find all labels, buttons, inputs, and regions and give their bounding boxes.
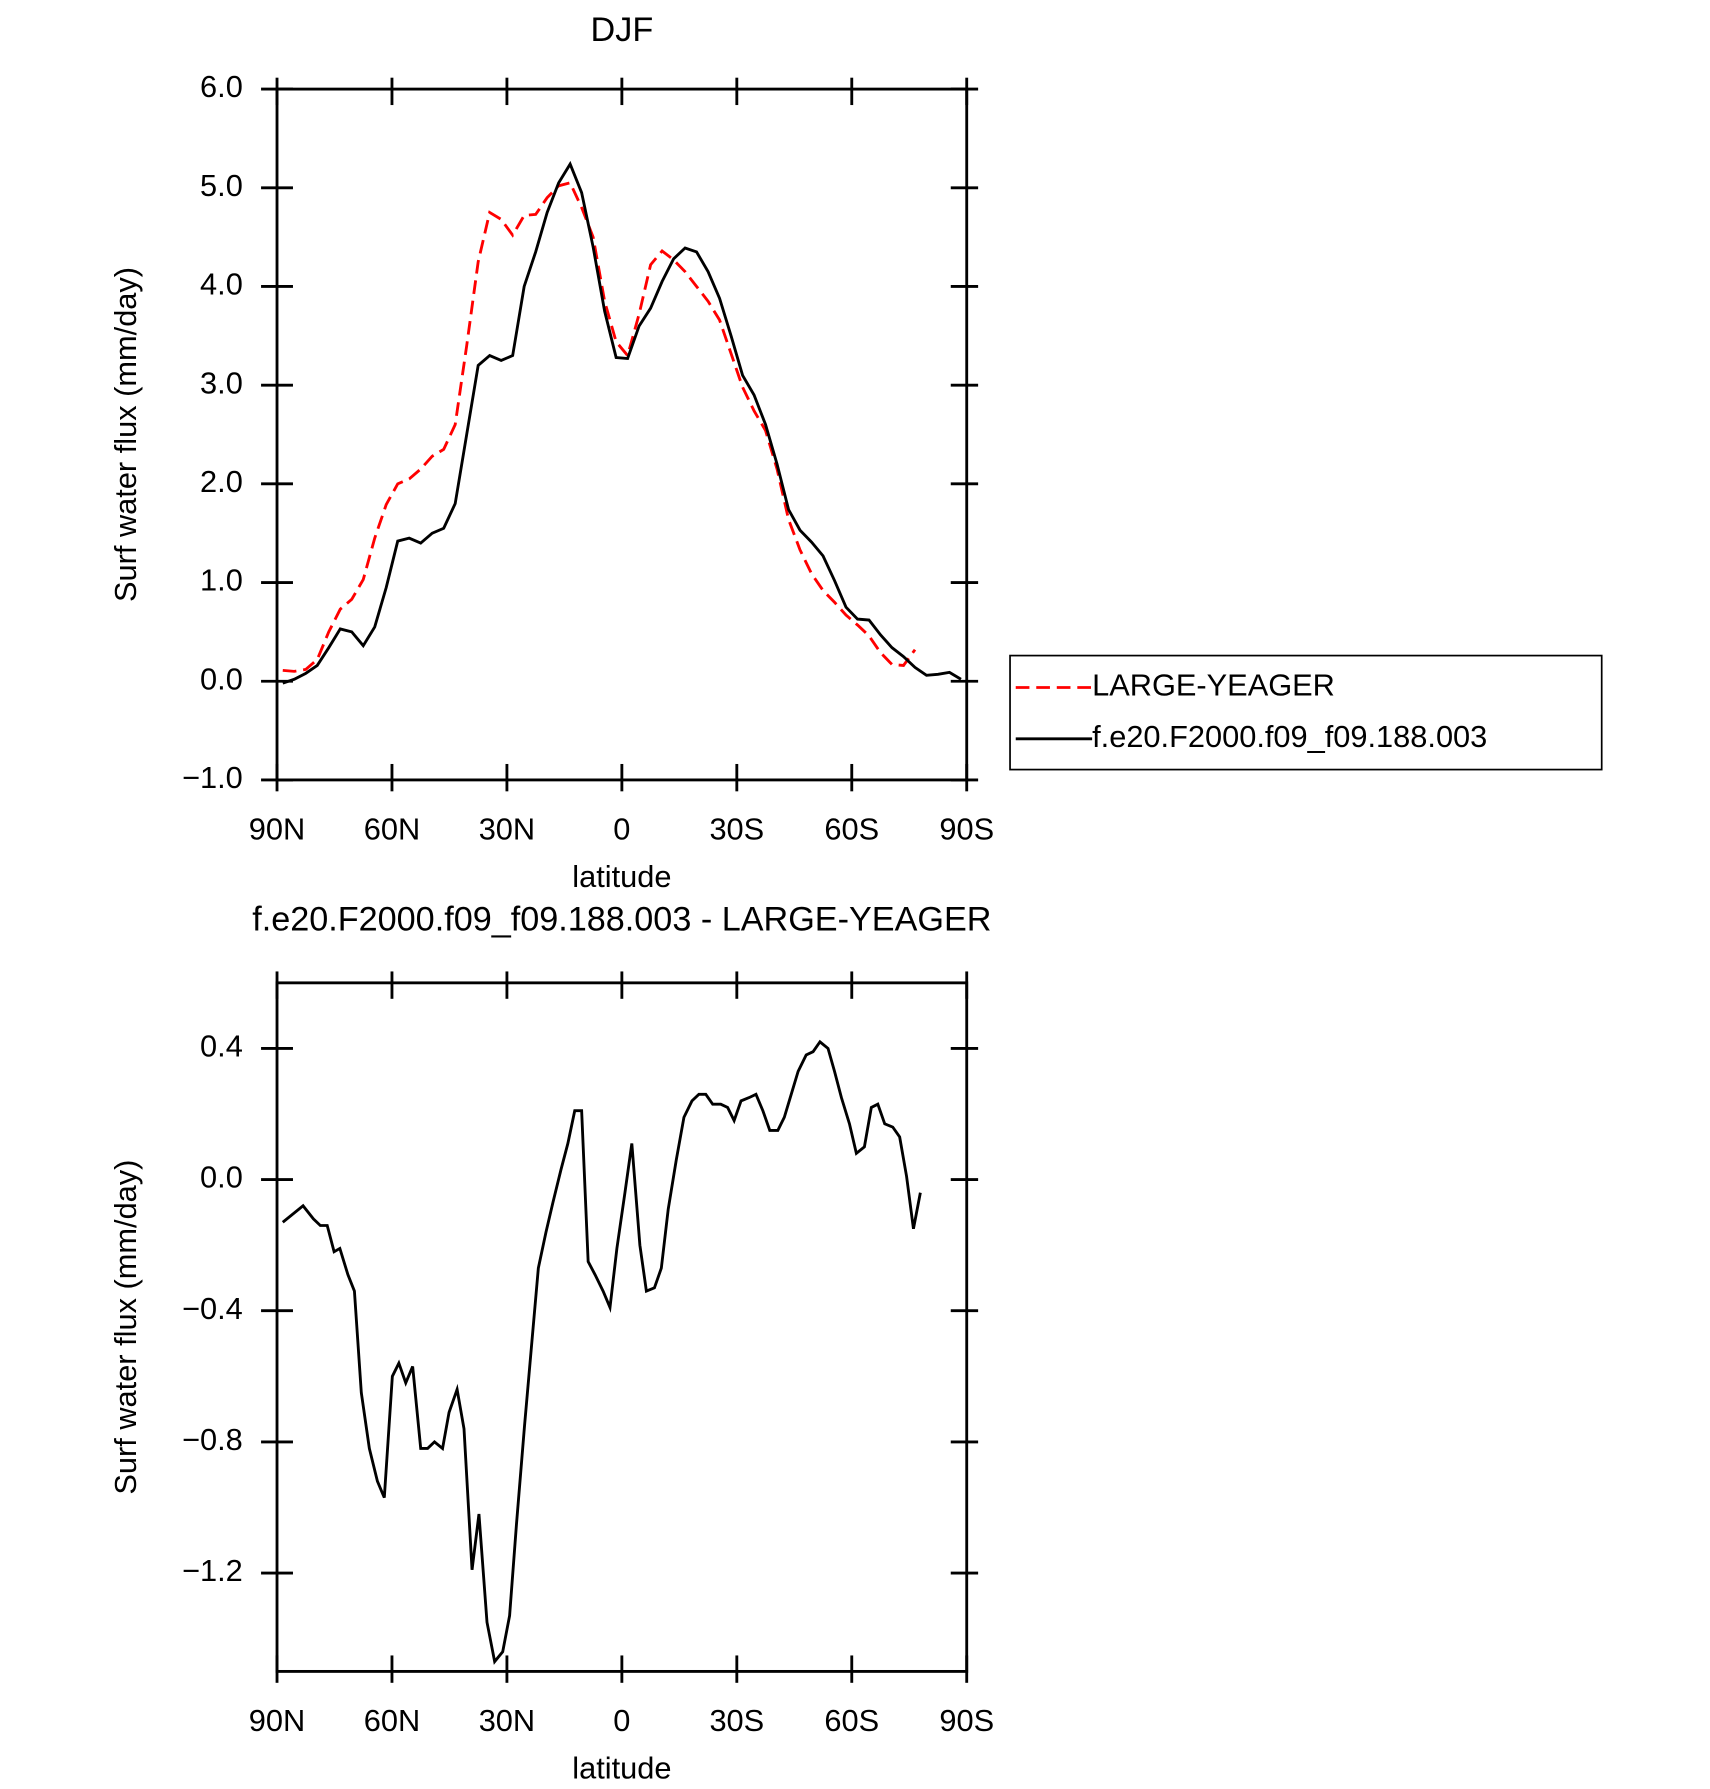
legend-label: f.e20.F2000.f09_f09.188.003 [1092,719,1487,754]
y-tick-label: 4.0 [200,267,243,302]
y-tick-label: 0.0 [200,661,243,696]
y-tick-label: −0.4 [182,1291,243,1326]
y-tick-label: −1.0 [182,760,243,795]
x-tick-label: 30N [479,811,535,846]
x-tick-label: 90N [249,1703,305,1738]
plot-frame [275,87,969,782]
x-tick-label: 0 [613,1703,630,1738]
x-tick-label: 30S [709,811,764,846]
y-tick-label: 6.0 [200,69,243,104]
x-tick-label: 60N [364,811,420,846]
x-tick-label: 90N [249,811,305,846]
x-axis-label: latitude [572,1751,671,1786]
legend-box [1009,654,1603,771]
y-tick-label: 0.0 [200,1160,243,1195]
chart-title: DJF [591,11,654,49]
x-tick-label: 60S [824,1703,879,1738]
x-tick-label: 0 [613,811,630,846]
y-tick-label: 3.0 [200,365,243,400]
y-tick-label: −1.2 [182,1553,243,1588]
y-tick-label: 2.0 [200,464,243,499]
y-axis-label: Surf water flux (mm/day) [108,267,143,602]
x-tick-label: 60N [364,1703,420,1738]
legend-label: LARGE-YEAGER [1092,668,1335,703]
x-tick-label: 30S [709,1703,764,1738]
x-tick-label: 90S [939,1703,994,1738]
plot-frame [275,981,969,1673]
y-tick-label: 5.0 [200,168,243,203]
y-tick-label: 0.4 [200,1029,243,1064]
x-tick-label: 30N [479,1703,535,1738]
chart-title: f.e20.F2000.f09_f09.188.003 - LARGE-YEAG… [252,900,991,938]
y-axis-label: Surf water flux (mm/day) [108,1160,143,1495]
x-tick-label: 60S [824,811,879,846]
data-line [281,1039,922,1665]
x-tick-label: 90S [939,811,994,846]
y-tick-label: 1.0 [200,563,243,598]
x-axis-label: latitude [572,859,671,894]
y-tick-label: −0.8 [182,1422,243,1457]
data-line [282,160,962,685]
data-line [282,181,917,673]
